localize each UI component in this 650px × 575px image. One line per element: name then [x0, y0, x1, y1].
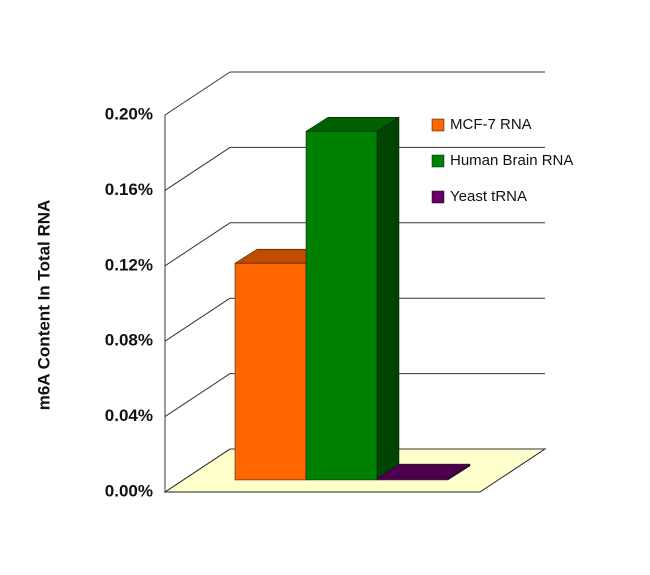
- y-tick-label: 0.16%: [105, 180, 153, 199]
- grid-line: [164, 71, 231, 116]
- grid-line: [164, 448, 231, 493]
- y-tick-label: 0.12%: [105, 255, 153, 274]
- grid-line: [164, 297, 231, 342]
- y-tick-label: 0.20%: [105, 104, 153, 123]
- legend-label: MCF-7 RNA: [450, 116, 532, 133]
- y-tick-label: 0.04%: [105, 406, 153, 425]
- y-tick-label: 0.08%: [105, 331, 153, 350]
- grid-line: [164, 373, 231, 418]
- legend-label: Yeast tRNA: [450, 188, 527, 205]
- y-tick-label: 0.00%: [105, 481, 153, 500]
- bar: [234, 262, 307, 481]
- bar: [305, 130, 378, 481]
- legend-label: Human Brain RNA: [450, 152, 573, 169]
- grid-line: [164, 146, 231, 191]
- y-axis-label: m6A Content In Total RNA: [34, 200, 53, 411]
- legend-swatch: [431, 118, 445, 132]
- bar-side: [376, 116, 400, 481]
- bar: [376, 477, 449, 481]
- grid-line: [164, 222, 231, 267]
- legend-swatch: [431, 190, 445, 204]
- legend-swatch: [431, 154, 445, 168]
